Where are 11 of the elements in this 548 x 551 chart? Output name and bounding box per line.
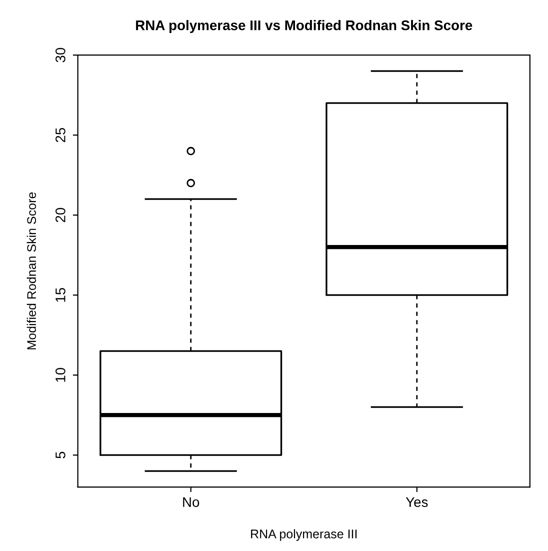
x-tick-label: No: [183, 497, 200, 508]
y-tick-label: 5: [56, 452, 66, 458]
y-tick-label: 15: [56, 288, 66, 302]
x-axis-title: RNA polymerase III: [251, 529, 357, 541]
y-tick-label: 25: [56, 128, 66, 142]
y-tick-label: 30: [56, 48, 66, 62]
y-tick-label: 20: [56, 208, 66, 222]
x-tick-label: Yes: [406, 497, 428, 508]
y-tick-label: 10: [56, 368, 66, 382]
chart-title: RNA polymerase III vs Modified Rodnan Skin Score: [136, 20, 472, 33]
y-axis-title: Modified Rodnan Skin Score: [26, 192, 36, 350]
